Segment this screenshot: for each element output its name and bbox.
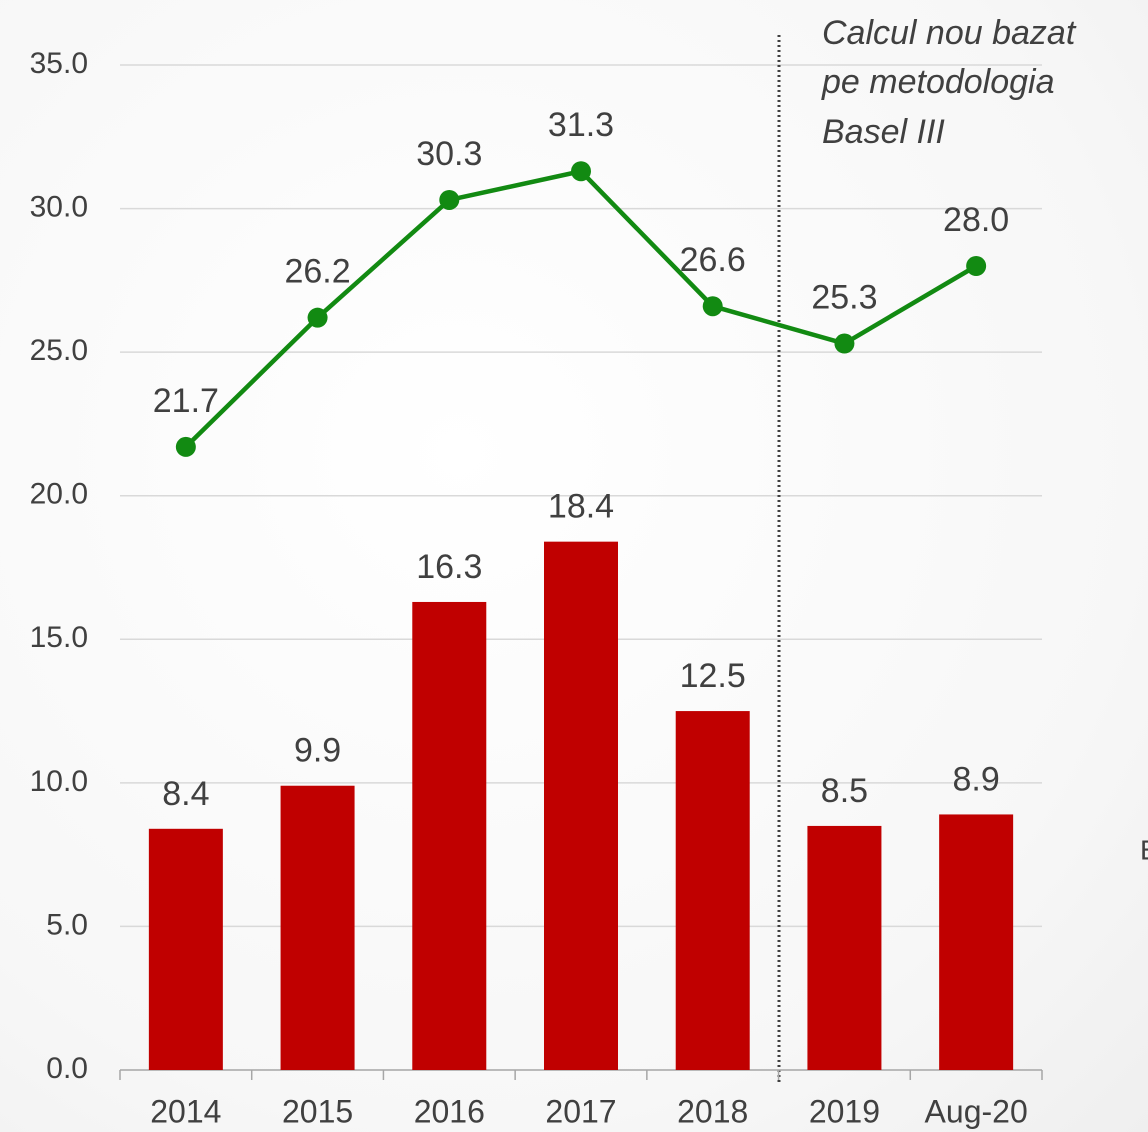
bar-value-label: 12.5 bbox=[680, 657, 746, 695]
bar-value-label: 8.9 bbox=[953, 760, 1000, 798]
bar-value-label: 8.4 bbox=[162, 775, 209, 813]
y-tick-label: 15.0 bbox=[30, 621, 88, 654]
bar bbox=[280, 785, 355, 1070]
x-tick-label: 2018 bbox=[677, 1093, 748, 1129]
line-value-label: 26.6 bbox=[680, 241, 746, 279]
line-marker bbox=[702, 296, 723, 317]
line-marker bbox=[571, 161, 591, 182]
bar-value-label: 16.3 bbox=[416, 548, 482, 586]
line-marker bbox=[307, 307, 328, 328]
bar bbox=[675, 711, 750, 1070]
y-tick-label: 25.0 bbox=[30, 334, 88, 367]
line-marker bbox=[834, 333, 855, 354]
line-marker bbox=[966, 256, 987, 276]
y-tick-label: 5.0 bbox=[46, 908, 88, 941]
bar bbox=[412, 601, 487, 1070]
x-tick-label: 2014 bbox=[150, 1093, 221, 1129]
x-tick-label: 2015 bbox=[282, 1093, 353, 1129]
bar bbox=[148, 828, 223, 1070]
bar bbox=[544, 541, 618, 1070]
y-tick-label: 35.0 bbox=[30, 47, 88, 80]
y-tick-label: 0.0 bbox=[46, 1052, 88, 1085]
bar-value-label: 9.9 bbox=[294, 732, 341, 770]
edge-text: E bbox=[1140, 834, 1148, 865]
y-tick-label: 20.0 bbox=[30, 478, 88, 511]
line-value-label: 21.7 bbox=[153, 382, 219, 420]
line-value-label: 25.3 bbox=[811, 279, 877, 317]
annotation-line: pe metodologia bbox=[821, 63, 1055, 101]
line-value-label: 28.0 bbox=[943, 201, 1009, 239]
line-value-label: 26.2 bbox=[284, 253, 350, 291]
y-tick-label: 30.0 bbox=[30, 190, 88, 223]
bar bbox=[939, 814, 1014, 1070]
bar-value-label: 8.5 bbox=[821, 772, 868, 810]
bar bbox=[807, 825, 882, 1070]
line-marker bbox=[439, 189, 460, 210]
annotation-line: Calcul nou bazat bbox=[822, 14, 1077, 52]
annotation-line: Basel III bbox=[822, 113, 945, 151]
line-value-label: 30.3 bbox=[416, 135, 482, 173]
x-tick-label: 2019 bbox=[809, 1093, 880, 1129]
bar-value-label: 18.4 bbox=[548, 488, 614, 526]
line-value-label: 31.3 bbox=[548, 106, 614, 144]
x-tick-label: 2016 bbox=[414, 1093, 485, 1129]
line-marker bbox=[175, 436, 196, 457]
y-tick-label: 10.0 bbox=[30, 765, 88, 798]
x-tick-label: 2017 bbox=[545, 1093, 616, 1129]
x-tick-label: Aug-20 bbox=[925, 1093, 1028, 1129]
